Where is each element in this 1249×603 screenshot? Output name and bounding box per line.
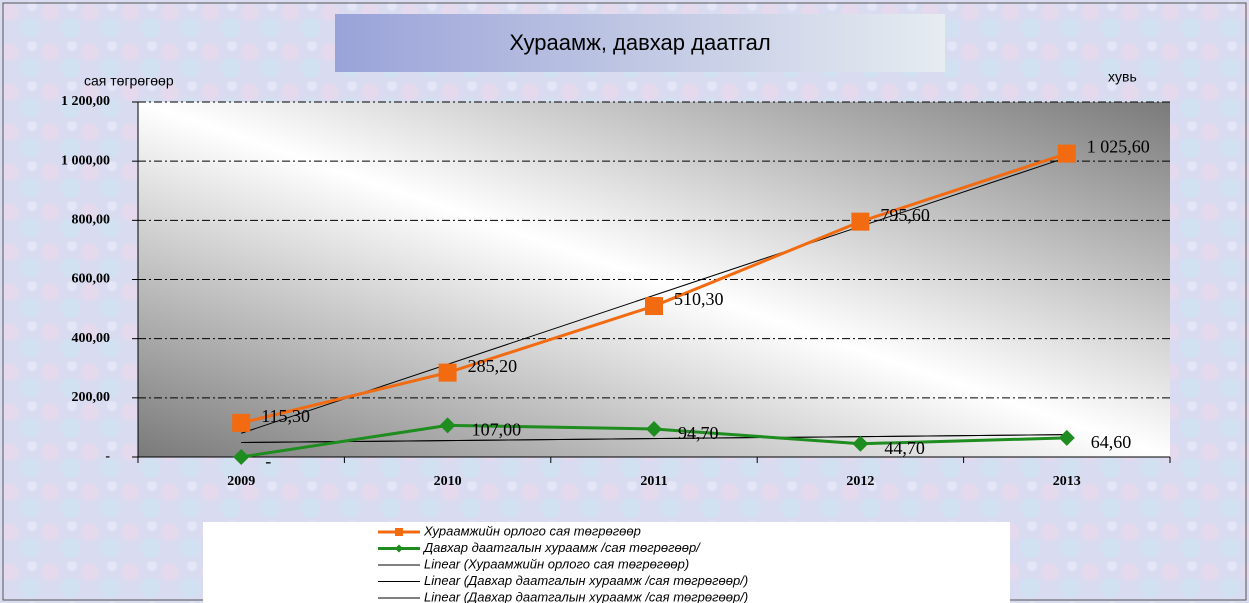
x-tick-label: 2011 bbox=[640, 474, 667, 489]
data-label: - bbox=[265, 451, 271, 471]
y-tick-label: - bbox=[105, 449, 110, 464]
y2-axis-label: хувь bbox=[1108, 69, 1137, 85]
title-box bbox=[335, 14, 945, 72]
data-label: 107,00 bbox=[472, 419, 521, 439]
y-tick-label: 400,00 bbox=[72, 331, 111, 346]
legend-label: Linear (Давхар даатгалын хураамж /сая тө… bbox=[424, 589, 748, 603]
trendline bbox=[241, 156, 1067, 434]
x-tick-label: 2010 bbox=[434, 474, 462, 489]
data-label: 94,70 bbox=[678, 423, 719, 443]
marker bbox=[232, 413, 251, 432]
y-tick-label: 800,00 bbox=[72, 213, 111, 228]
legend-label: Linear (Хураамжийн орлого сая төгрөгөөр) bbox=[424, 556, 689, 571]
x-tick-label: 2012 bbox=[846, 474, 874, 489]
legend-label: Linear (Давхар даатгалын хураамж /сая тө… bbox=[424, 573, 748, 588]
legend-label: Хураамжийн орлого сая төгрөгөөр bbox=[423, 523, 641, 538]
legend-label: Давхар даатгалын хураамж /сая төгрөгөөр/ bbox=[422, 540, 701, 555]
y-tick-label: 1 000,00 bbox=[61, 153, 110, 168]
marker bbox=[233, 449, 250, 465]
y-axis-label: сая төгрөгөөр bbox=[84, 73, 174, 89]
data-label: 44,70 bbox=[884, 438, 925, 458]
marker bbox=[852, 435, 869, 452]
chart-title: Хураамж, давхар даатгал bbox=[509, 30, 770, 55]
marker bbox=[439, 417, 456, 434]
legend-marker bbox=[395, 544, 403, 553]
marker bbox=[438, 363, 457, 382]
y-tick-label: 1 200,00 bbox=[61, 94, 110, 109]
y-tick-label: 200,00 bbox=[72, 390, 111, 405]
data-label: 1 025,60 bbox=[1087, 137, 1150, 157]
x-tick-label: 2009 bbox=[227, 474, 255, 489]
data-label: 510,30 bbox=[674, 289, 724, 309]
x-tick-label: 2013 bbox=[1053, 474, 1081, 489]
marker bbox=[645, 297, 663, 316]
data-label: 115,30 bbox=[261, 406, 310, 426]
trendline bbox=[241, 434, 1067, 444]
legend bbox=[203, 522, 1010, 603]
marker bbox=[646, 420, 662, 437]
data-label: 285,20 bbox=[468, 356, 517, 376]
data-label: 795,60 bbox=[880, 205, 930, 225]
data-label: 64,60 bbox=[1091, 432, 1132, 452]
legend-marker bbox=[395, 528, 403, 536]
marker bbox=[1057, 144, 1076, 163]
y-tick-label: 600,00 bbox=[72, 272, 111, 287]
marker bbox=[1058, 429, 1075, 446]
marker bbox=[851, 212, 870, 231]
